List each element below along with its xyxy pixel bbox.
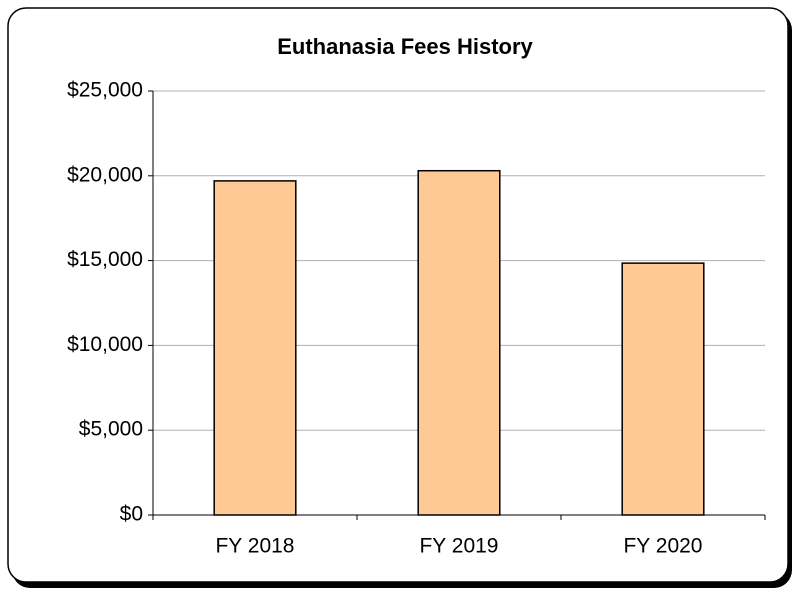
y-tick-label: $10,000 xyxy=(67,333,143,356)
x-tick-label: FY 2020 xyxy=(623,535,702,558)
chart-title: Euthanasia Fees History xyxy=(277,34,533,59)
y-tick-label: $5,000 xyxy=(79,418,143,441)
frame xyxy=(7,7,789,583)
y-tick-label: $15,000 xyxy=(67,248,143,271)
y-tick-label: $20,000 xyxy=(67,163,143,186)
y-tick-label: $0 xyxy=(120,503,143,526)
x-tick-label: FY 2018 xyxy=(215,535,294,558)
bar xyxy=(417,169,501,516)
bar xyxy=(213,180,297,516)
x-tick-label: FY 2019 xyxy=(419,535,498,558)
bar xyxy=(621,262,705,516)
y-tick-label: $25,000 xyxy=(67,79,143,102)
